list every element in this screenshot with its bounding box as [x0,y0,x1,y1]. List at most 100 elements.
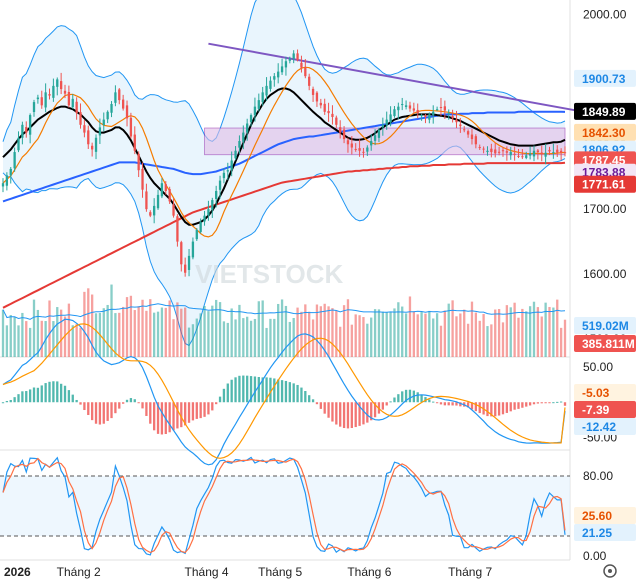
candle [424,115,427,118]
volume-bar [331,308,334,357]
volume-bar [280,299,284,357]
macd-histogram-bar [548,402,551,404]
badge-macd-text: -12.42 [582,420,616,434]
volume-bar [160,307,164,357]
volume-bar [428,310,431,357]
macd-histogram-bar [559,401,563,403]
macd-histogram-bar [187,402,191,423]
badge-macd-histogram: -5.03 [574,384,636,401]
volume-bar [432,318,435,357]
volume-bar [56,307,59,357]
volume-bar [102,308,105,357]
macd-histogram-bar [532,402,536,405]
candle [532,150,536,157]
badge-stochastic-d-text: 25.60 [582,509,612,523]
candle [125,105,129,119]
badge-macd-histogram-text: -5.03 [582,386,610,400]
stochastic-axis-tick: 80.00 [583,469,613,483]
volume-bar [373,309,377,357]
volume-bar [358,315,361,357]
macd-histogram-bar [56,381,59,403]
candle [153,205,156,216]
volume-bar [354,314,357,357]
volume-bar [389,311,392,357]
price-axis-tick: 1600.00 [583,267,627,281]
macd-histogram-bar [133,399,136,403]
macd-histogram-bar [536,402,540,404]
volume-bar [226,322,229,357]
macd-histogram-bar [435,402,439,404]
volume-bar [346,299,350,357]
volume-bar [284,305,288,357]
candle [145,191,148,210]
candle [552,152,555,154]
macd-histogram-bar [447,402,450,406]
volume-bar [315,304,319,357]
macd-histogram-bar [215,402,218,405]
macd-histogram-bar [176,402,179,429]
macd-histogram-bar [470,402,474,410]
badge-macd-signal-text: -7.39 [582,403,610,417]
macd-histogram-bar [304,391,307,403]
volume-bar [556,299,559,357]
volume-bar [176,302,179,357]
macd-histogram-bar [327,402,330,418]
macd-histogram-bar [21,391,24,403]
volume-bar [490,324,493,357]
candle [292,53,295,59]
candle [121,99,125,109]
badge-sma50-box [574,102,636,120]
volume-bar [482,313,485,357]
candle [63,90,67,94]
macd-histogram-bar [350,402,353,429]
volume-bar [381,311,384,357]
candle [246,123,249,133]
volume-bar [563,319,567,357]
macd-histogram-bar [211,402,214,411]
macd-histogram-bar [222,388,226,403]
candle [13,152,16,169]
macd-histogram-bar [346,402,350,429]
volume-bar [246,316,249,357]
candle [331,113,334,118]
candle [501,150,505,152]
macd-histogram-bar [32,387,36,403]
volume-bar [335,310,338,357]
candle [90,145,94,150]
candle [540,152,543,154]
volume-bar [304,304,307,357]
volume-bar [416,314,419,357]
volume-bar [184,307,187,357]
sma50-line [2,110,566,203]
macd-histogram-bar [381,402,384,410]
volume-bar [114,313,117,357]
badge-stochastic-d-box [574,507,636,524]
volume-bar [366,323,369,357]
volume-bar [215,299,218,357]
candle [447,113,450,115]
candle [25,127,28,133]
macd-histogram-bar [544,402,547,404]
volume-bar [106,304,109,357]
candle [176,216,179,242]
macd-histogram-bar [459,402,462,407]
candle [269,80,272,89]
volume-bar [424,313,427,357]
volume-bar [478,320,481,357]
badge-volume-average: 519.02M [574,317,636,334]
macd-histogram-bar [246,375,249,403]
macd-axis-tick: 50.00 [583,360,613,374]
candle [203,215,206,222]
x-axis-year: 2026 [4,565,31,579]
candle [389,114,392,123]
volume-bar [439,325,443,357]
volume-bar [90,294,94,357]
stochastic-panel [0,456,570,556]
volume-bar [36,309,40,357]
macd-histogram-bar [90,402,94,421]
candle [238,141,241,148]
macd-histogram-bar [393,397,396,403]
volume-bar [191,324,195,357]
settings-icon[interactable] [603,564,617,578]
